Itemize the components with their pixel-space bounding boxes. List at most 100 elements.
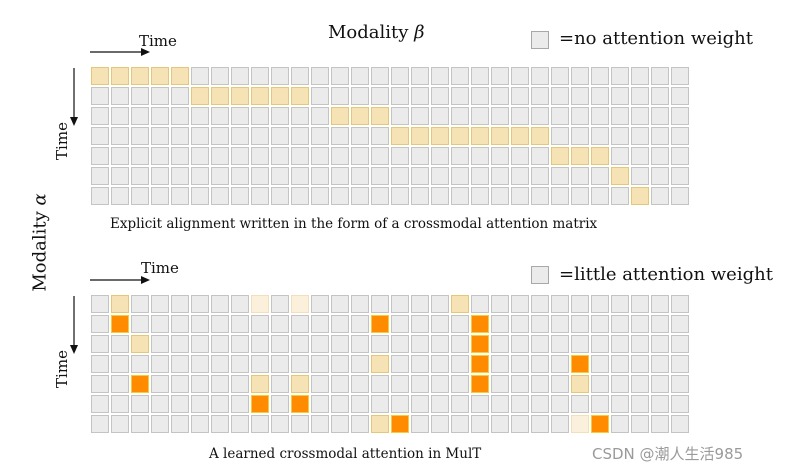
- bottom-cell-empty: [611, 335, 629, 353]
- bottom-cell-empty: [151, 395, 169, 413]
- top-cell-empty: [631, 87, 649, 105]
- top-cell-empty: [371, 167, 389, 185]
- bottom-cell-empty: [551, 335, 569, 353]
- bottom-cell-light: [571, 375, 589, 393]
- bottom-cell-empty: [311, 335, 329, 353]
- top-cell-empty: [371, 147, 389, 165]
- top-cell-empty: [351, 147, 369, 165]
- bottom-cell-empty: [231, 335, 249, 353]
- bottom-cell-faint: [251, 295, 269, 313]
- bottom-cell-empty: [551, 395, 569, 413]
- top-cell-empty: [211, 147, 229, 165]
- bottom-cell-empty: [431, 355, 449, 373]
- bottom-cell-strong: [391, 415, 409, 433]
- top-cell-empty: [131, 167, 149, 185]
- top-cell-empty: [511, 147, 529, 165]
- bottom-cell-empty: [191, 375, 209, 393]
- top-cell-empty: [331, 67, 349, 85]
- top-cell-light: [171, 67, 189, 85]
- bottom-cell-empty: [311, 315, 329, 333]
- bottom-cell-empty: [551, 295, 569, 313]
- bottom-cell-empty: [271, 295, 289, 313]
- top-time-arrow-right: [90, 48, 150, 56]
- bottom-cell-empty: [631, 375, 649, 393]
- top-cell-empty: [671, 147, 689, 165]
- bottom-cell-empty: [611, 415, 629, 433]
- top-cell-empty: [531, 87, 549, 105]
- bottom-cell-empty: [511, 295, 529, 313]
- bottom-attention-matrix: [90, 294, 689, 434]
- bottom-cell-empty: [291, 355, 309, 373]
- bottom-cell-empty: [111, 335, 129, 353]
- top-cell-empty: [491, 107, 509, 125]
- bottom-cell-faint: [291, 295, 309, 313]
- top-cell-light: [351, 107, 369, 125]
- bottom-cell-empty: [411, 355, 429, 373]
- top-cell-empty: [651, 87, 669, 105]
- top-cell-empty: [611, 87, 629, 105]
- top-cell-empty: [471, 187, 489, 205]
- top-cell-empty: [91, 87, 109, 105]
- top-cell-empty: [451, 147, 469, 165]
- bottom-cell-empty: [451, 415, 469, 433]
- top-cell-light: [551, 147, 569, 165]
- top-cell-empty: [611, 127, 629, 145]
- top-cell-empty: [491, 187, 509, 205]
- bottom-cell-empty: [531, 335, 549, 353]
- bottom-cell-empty: [511, 355, 529, 373]
- top-cell-empty: [191, 67, 209, 85]
- top-cell-empty: [471, 107, 489, 125]
- top-cell-empty: [371, 87, 389, 105]
- bottom-cell-empty: [611, 315, 629, 333]
- bottom-cell-empty: [231, 375, 249, 393]
- bottom-cell-empty: [91, 375, 109, 393]
- top-cell-empty: [531, 147, 549, 165]
- bottom-legend-label: =little attention weight: [559, 264, 773, 285]
- bottom-cell-empty: [611, 375, 629, 393]
- top-cell-empty: [171, 147, 189, 165]
- bottom-cell-empty: [451, 395, 469, 413]
- top-cell-light: [331, 107, 349, 125]
- bottom-cell-empty: [631, 315, 649, 333]
- bottom-cell-empty: [211, 315, 229, 333]
- top-cell-empty: [311, 67, 329, 85]
- bottom-cell-empty: [191, 295, 209, 313]
- top-cell-empty: [191, 187, 209, 205]
- bottom-cell-empty: [451, 335, 469, 353]
- bottom-cell-empty: [531, 395, 549, 413]
- bottom-cell-empty: [151, 355, 169, 373]
- bottom-cell-empty: [351, 415, 369, 433]
- top-cell-empty: [191, 127, 209, 145]
- top-cell-empty: [491, 147, 509, 165]
- top-cell-empty: [591, 127, 609, 145]
- top-cell-empty: [311, 167, 329, 185]
- bottom-cell-empty: [671, 315, 689, 333]
- bottom-cell-empty: [291, 315, 309, 333]
- top-cell-empty: [511, 87, 529, 105]
- bottom-cell-empty: [431, 315, 449, 333]
- top-cell-light: [451, 127, 469, 145]
- top-cell-empty: [611, 67, 629, 85]
- bottom-cell-empty: [211, 335, 229, 353]
- top-legend-swatch: [531, 31, 549, 49]
- bottom-cell-empty: [591, 395, 609, 413]
- top-cell-empty: [651, 167, 669, 185]
- top-cell-empty: [491, 67, 509, 85]
- bottom-cell-empty: [511, 335, 529, 353]
- top-cell-empty: [331, 147, 349, 165]
- bottom-cell-empty: [171, 395, 189, 413]
- top-cell-empty: [311, 87, 329, 105]
- bottom-cell-empty: [391, 375, 409, 393]
- top-cell-empty: [91, 107, 109, 125]
- top-cell-empty: [291, 167, 309, 185]
- bottom-cell-empty: [491, 355, 509, 373]
- top-cell-empty: [511, 67, 529, 85]
- bottom-cell-empty: [631, 415, 649, 433]
- bottom-cell-empty: [671, 415, 689, 433]
- bottom-cell-empty: [571, 295, 589, 313]
- bottom-cell-empty: [431, 415, 449, 433]
- bottom-cell-empty: [171, 295, 189, 313]
- top-cell-empty: [671, 187, 689, 205]
- bottom-cell-empty: [551, 375, 569, 393]
- top-cell-empty: [311, 147, 329, 165]
